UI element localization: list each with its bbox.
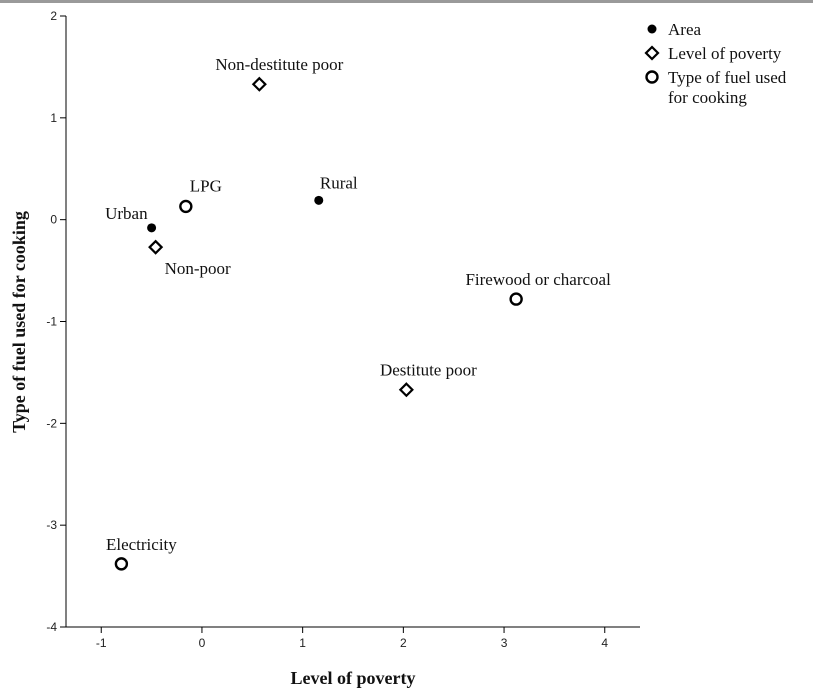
x-tick-label: 3 xyxy=(501,636,508,650)
x-tick-label: 0 xyxy=(199,636,206,650)
label-urban: Urban xyxy=(105,204,148,223)
legend-label-type-of-fuel-used-for-cooking-line-1: Type of fuel used xyxy=(668,68,787,87)
label-destitute-poor: Destitute poor xyxy=(380,361,477,380)
y-tick-label: -3 xyxy=(46,518,57,532)
label-electricity: Electricity xyxy=(106,535,177,554)
point-electricity xyxy=(114,557,129,571)
point-destitute-poor xyxy=(398,382,414,398)
legend: Area Level of poverty Type of fuel usedfor… xyxy=(644,20,787,107)
y-tick-label: 1 xyxy=(50,111,57,125)
label-non-poor: Non-poor xyxy=(165,259,231,278)
x-tick-label: -1 xyxy=(96,636,107,650)
point-lpg xyxy=(179,199,193,214)
x-tick-label: 4 xyxy=(601,636,608,650)
label-rural: Rural xyxy=(320,173,358,192)
axes: 2 1 0 -1 -2 -3 -4 -1 0 1 2 3 4 xyxy=(46,9,640,650)
point-urban xyxy=(147,223,157,233)
label-non-destitute-poor: Non-destitute poor xyxy=(215,55,343,74)
x-tick-label: 1 xyxy=(299,636,306,650)
point-firewood-or-charcoal xyxy=(509,292,523,306)
x-axis-title: Level of poverty xyxy=(291,668,416,688)
x-tick-label: 2 xyxy=(400,636,407,650)
y-tick-label: 0 xyxy=(50,213,57,227)
top-rule xyxy=(0,0,813,3)
y-tick-label: -2 xyxy=(46,416,57,430)
legend-marker-level-of-poverty xyxy=(644,45,660,61)
data-marks xyxy=(114,76,523,571)
point-labels: Urban Rural Non-destitute poor Non-poor Dest… xyxy=(105,55,611,554)
y-axis-title: Type of fuel used for cooking xyxy=(9,211,29,433)
y-tick-label: -4 xyxy=(46,620,57,634)
y-tick-label: 2 xyxy=(50,9,57,23)
legend-label-type-of-fuel-used-for-cooking-line-2: for cooking xyxy=(668,88,747,107)
y-tick-label: -1 xyxy=(46,315,57,329)
legend-marker-type-of-fuel-used-for-cooking xyxy=(645,70,659,84)
label-lpg: LPG xyxy=(190,176,222,195)
label-firewood-or-charcoal: Firewood or charcoal xyxy=(465,270,611,289)
legend-label-area: Area xyxy=(668,20,701,39)
point-rural xyxy=(314,195,324,205)
point-non-destitute-poor xyxy=(251,76,267,92)
point-non-poor xyxy=(148,239,164,255)
legend-label-level-of-poverty: Level of poverty xyxy=(668,44,782,63)
legend-marker-area xyxy=(647,24,657,34)
